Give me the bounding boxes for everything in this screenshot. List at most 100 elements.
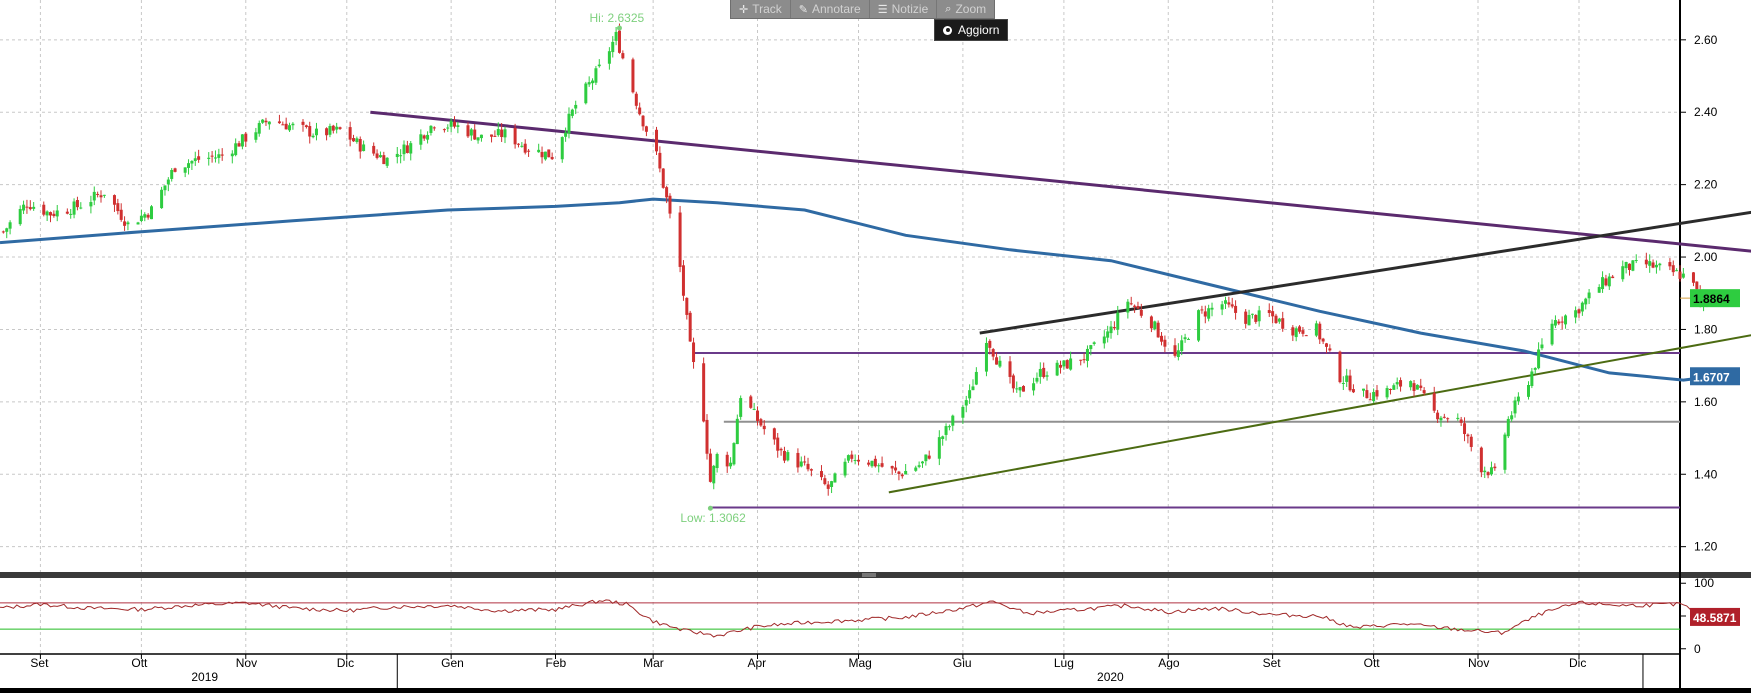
candle-body [1321,338,1325,342]
candle-body [261,119,265,123]
candle-body [1469,436,1473,447]
candle-body [1493,466,1497,469]
candle-body [503,129,507,138]
candle-body [1015,388,1019,390]
trendline[interactable] [979,192,1751,335]
candle-body [123,221,127,226]
annotate-button[interactable]: ✎ Annotare [791,0,870,18]
candle-body [237,143,241,147]
candle-body [607,51,611,64]
last-price-badge [1690,289,1740,308]
extreme-marker [707,505,713,511]
candle-body [45,211,49,216]
candle-body [1658,263,1662,266]
trendline[interactable] [370,110,1751,264]
candle-body [995,357,999,365]
candle-body [476,137,480,141]
month-label: Giu [953,656,972,670]
candle-body [1247,314,1251,326]
candle-body [291,123,295,126]
candle-body [409,143,413,154]
candle-body [1446,418,1450,420]
candle-body [752,408,756,410]
candle-body [1163,339,1167,347]
candle-body [1550,323,1554,345]
candle-body [136,222,140,225]
news-button[interactable]: ☰ Notizie [870,0,938,18]
candle-body [288,125,292,131]
candle-body [715,454,719,469]
candle-body [1160,335,1164,342]
candle-body [833,473,837,483]
candle-body [735,418,739,445]
candle-body [1106,331,1110,338]
candle-body [1136,306,1140,309]
candle-body [1186,338,1190,340]
candle-body [264,120,268,123]
oscillator-line [0,599,1708,638]
month-label: Ott [1364,656,1381,670]
candle-body [1210,307,1214,310]
candle-body [18,209,22,225]
track-button[interactable]: ✛ Track [731,0,791,18]
candle-body [1456,417,1460,419]
candle-body [1021,385,1025,392]
candle-body [725,454,729,467]
candle-body [914,467,918,471]
candle-body [1065,360,1069,369]
candle-body [1116,312,1120,330]
candle-body [644,126,648,132]
candle-body [1129,303,1133,305]
candle-body [244,133,248,142]
candle-body [1298,326,1302,332]
candle-body [857,459,861,462]
candle-body [99,195,103,198]
candle-body [1055,362,1059,376]
candle-body [1409,381,1413,388]
candle-body [311,135,315,138]
price-tick-label: 2.60 [1694,33,1718,47]
candle-body [1439,417,1443,421]
candle-body [385,157,389,166]
candle-body [1008,361,1012,377]
candle-body [328,126,332,135]
candle-body [947,426,951,428]
candle-body [79,207,83,209]
refresh-button[interactable]: Aggiorn [934,19,1009,41]
trendline[interactable] [888,311,1751,494]
candle-body [1183,337,1187,340]
candle-body [776,437,780,451]
candle-body [971,386,975,391]
candle-body [1611,276,1615,279]
candle-body [890,466,894,469]
price-tick-label: 2.40 [1694,105,1718,119]
candle-body [540,151,544,158]
candle-body [466,125,470,137]
candle-body [1109,326,1113,334]
candle-body [42,204,46,215]
month-label: Ott [131,656,148,670]
candle-body [220,154,224,156]
candle-body [1560,321,1564,323]
candle-body [516,143,520,145]
candle-body [705,419,709,454]
month-label: Apr [748,656,767,670]
extreme-marker [616,25,622,31]
candle-body [193,158,197,162]
panel-resize-handle[interactable] [862,573,876,577]
oscillator-panel-bg [0,578,1680,654]
candle-body [685,297,689,315]
candle-body [1035,377,1039,382]
zoom-button[interactable]: ⌕ Zoom [937,0,994,18]
candle-body [681,265,685,296]
candle-body [799,461,803,467]
candle-body [819,471,823,478]
candle-body [830,481,834,488]
candle-body [668,195,672,214]
month-label: Dic [1569,656,1586,670]
candle-body [257,123,261,134]
candle-body [782,450,786,461]
candle-body [405,145,409,153]
candle-body [688,312,692,342]
candle-body [1644,259,1648,265]
